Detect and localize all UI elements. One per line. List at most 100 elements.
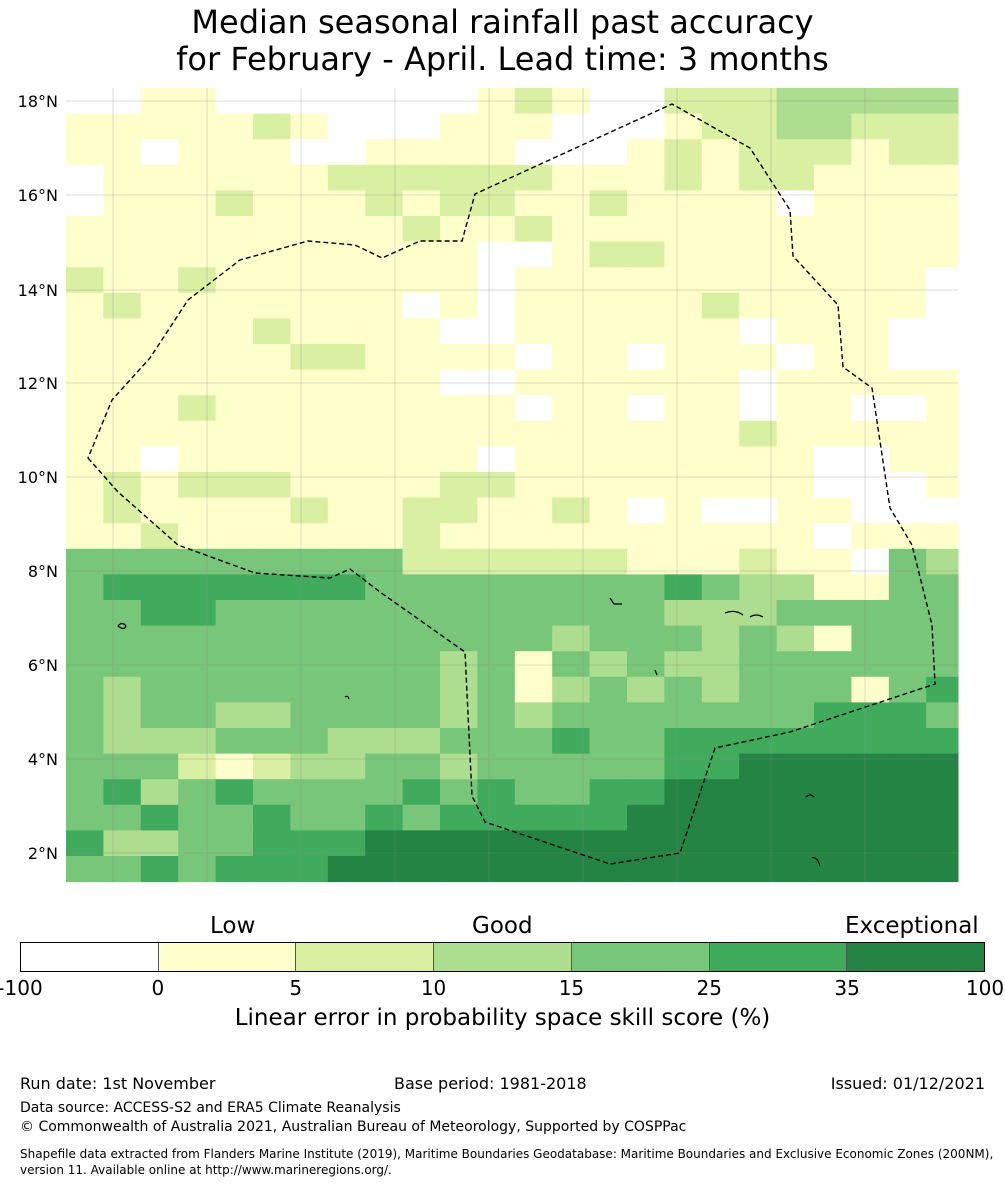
grid-cell xyxy=(776,216,815,243)
grid-cell xyxy=(851,395,890,422)
grid-cell xyxy=(739,753,778,780)
grid-cell xyxy=(103,574,142,601)
grid-cell xyxy=(103,779,142,806)
grid-cell xyxy=(814,523,852,550)
grid-cell xyxy=(215,292,254,319)
grid-cell xyxy=(402,651,441,678)
grid-cell xyxy=(178,190,217,217)
grid-cell xyxy=(701,804,740,831)
grid-cell xyxy=(290,728,329,755)
grid-cell xyxy=(290,190,329,217)
grid-cell xyxy=(664,267,703,294)
grid-cell xyxy=(402,804,441,831)
grid-cell xyxy=(103,702,142,729)
colorbar-tick-label: 10 xyxy=(420,976,447,1000)
grid-cell xyxy=(140,446,179,473)
grid-cell xyxy=(926,216,959,243)
grid-cell xyxy=(477,344,516,371)
grid-cell xyxy=(477,420,516,447)
grid-cell xyxy=(552,472,591,499)
grid-cell xyxy=(664,472,703,499)
grid-cell xyxy=(253,779,291,806)
grid-cell xyxy=(926,395,959,422)
grid-cell xyxy=(66,344,104,371)
grid-cell xyxy=(327,574,366,601)
grid-cell xyxy=(514,574,553,601)
grid-cell xyxy=(327,728,366,755)
grid-cell xyxy=(290,856,329,883)
grid-cell xyxy=(290,216,329,243)
colorbar-axis-label: Linear error in probability space skill … xyxy=(234,1005,771,1031)
grid-cell xyxy=(440,856,478,883)
grid-cell xyxy=(776,753,815,780)
grid-cell xyxy=(514,753,553,780)
grid-cell xyxy=(327,267,366,294)
grid-cell xyxy=(589,139,628,166)
grid-cell xyxy=(776,369,815,396)
grid-cell xyxy=(888,779,927,806)
grid-cell xyxy=(552,804,591,831)
grid-cell xyxy=(140,369,179,396)
grid-cell xyxy=(701,472,740,499)
grid-cell xyxy=(627,702,665,729)
grid-cell xyxy=(888,369,927,396)
grid-cell xyxy=(140,651,179,678)
grid-cell xyxy=(103,856,142,883)
grid-cell xyxy=(290,600,329,627)
grid-cell xyxy=(103,804,142,831)
grid-cell xyxy=(814,318,852,345)
grid-cell xyxy=(888,267,927,294)
grid-cell xyxy=(926,497,959,524)
grid-cell xyxy=(514,779,553,806)
grid-cell xyxy=(140,139,179,166)
grid-cell xyxy=(926,651,959,678)
grid-cell xyxy=(477,548,516,575)
grid-cell xyxy=(290,241,329,268)
grid-cell xyxy=(888,548,927,575)
grid-cell xyxy=(178,369,217,396)
shapefile-credit-line-2: version 11. Available online at http://w… xyxy=(20,1163,392,1177)
grid-cell xyxy=(627,728,665,755)
colorbar-segment xyxy=(709,943,848,971)
grid-cell xyxy=(290,344,329,371)
grid-cell xyxy=(253,190,291,217)
grid-cell xyxy=(290,779,329,806)
grid-cell xyxy=(739,292,778,319)
grid-cell xyxy=(888,702,927,729)
grid-cell xyxy=(664,446,703,473)
colorbar-low-label: Low xyxy=(210,913,256,939)
grid-cell xyxy=(290,651,329,678)
grid-cell xyxy=(290,292,329,319)
grid-cell xyxy=(739,856,778,883)
colorbar-exceptional-label: Exceptional xyxy=(845,913,979,939)
grid-cell xyxy=(327,779,366,806)
grid-cell xyxy=(178,779,217,806)
grid-cell xyxy=(477,625,516,652)
grid-cell xyxy=(140,344,179,371)
grid-cell xyxy=(178,625,217,652)
grid-cell xyxy=(552,164,591,191)
grid-cell xyxy=(664,241,703,268)
grid-cell xyxy=(627,113,665,140)
grid-cell xyxy=(103,625,142,652)
grid-cell xyxy=(327,676,366,703)
grid-cell xyxy=(888,753,927,780)
grid-cell xyxy=(290,139,329,166)
colorbar-tick-label: -100 xyxy=(0,976,43,1000)
grid-cell xyxy=(664,676,703,703)
grid-cell xyxy=(440,369,478,396)
grid-cell xyxy=(888,600,927,627)
grid-cell xyxy=(926,574,959,601)
grid-cell xyxy=(627,600,665,627)
grid-cell xyxy=(627,267,665,294)
grid-cell xyxy=(178,574,217,601)
grid-cell xyxy=(701,369,740,396)
grid-cell xyxy=(627,830,665,857)
latitude-label: 6°N xyxy=(28,656,58,675)
grid-cell xyxy=(327,113,366,140)
grid-cell xyxy=(365,625,404,652)
colorbar-good-label: Good xyxy=(472,913,533,939)
grid-cell xyxy=(215,164,254,191)
grid-cell xyxy=(103,241,142,268)
grid-cell xyxy=(627,625,665,652)
